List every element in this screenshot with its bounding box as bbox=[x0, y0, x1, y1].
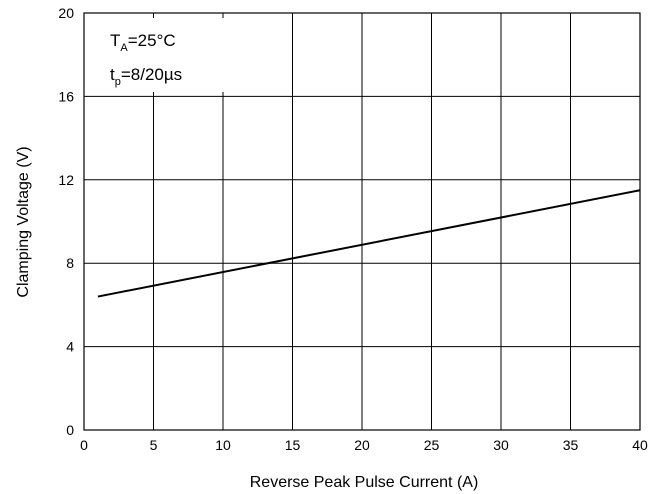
x-tick-label-25: 25 bbox=[424, 437, 440, 453]
x-tick-label-20: 20 bbox=[354, 437, 370, 453]
annotation-pulse-waveform: tp=8/20µs bbox=[110, 65, 182, 88]
data-series bbox=[97, 189, 641, 298]
y-tick-label-4: 4 bbox=[66, 339, 74, 355]
y-axis-title: Clamping Voltage (V) bbox=[15, 146, 32, 297]
x-tick-label-15: 15 bbox=[285, 437, 301, 453]
plot-frame bbox=[83, 12, 641, 431]
y-tick-label-20: 20 bbox=[58, 5, 74, 21]
annotation-temperature: TA=25°C bbox=[110, 31, 176, 54]
x-tick-label-10: 10 bbox=[215, 437, 231, 453]
x-tick-label-40: 40 bbox=[632, 437, 648, 453]
annotation-background bbox=[101, 18, 226, 92]
grid-lines bbox=[83, 12, 641, 431]
y-tick-label-16: 16 bbox=[58, 88, 74, 104]
x-tick-label-0: 0 bbox=[80, 437, 88, 453]
x-tick-label-5: 5 bbox=[150, 437, 158, 453]
series-line-0 bbox=[97, 189, 641, 298]
y-tick-label-0: 0 bbox=[66, 422, 74, 438]
y-tick-labels: 0 4 8 12 16 20 bbox=[58, 5, 74, 438]
x-tick-label-35: 35 bbox=[563, 437, 579, 453]
x-tick-label-30: 30 bbox=[493, 437, 509, 453]
y-tick-label-12: 12 bbox=[58, 172, 74, 188]
y-tick-label-8: 8 bbox=[66, 255, 74, 271]
x-tick-labels: 0 5 10 15 20 25 30 35 40 bbox=[80, 437, 648, 453]
x-axis-title: Reverse Peak Pulse Current (A) bbox=[250, 474, 479, 491]
